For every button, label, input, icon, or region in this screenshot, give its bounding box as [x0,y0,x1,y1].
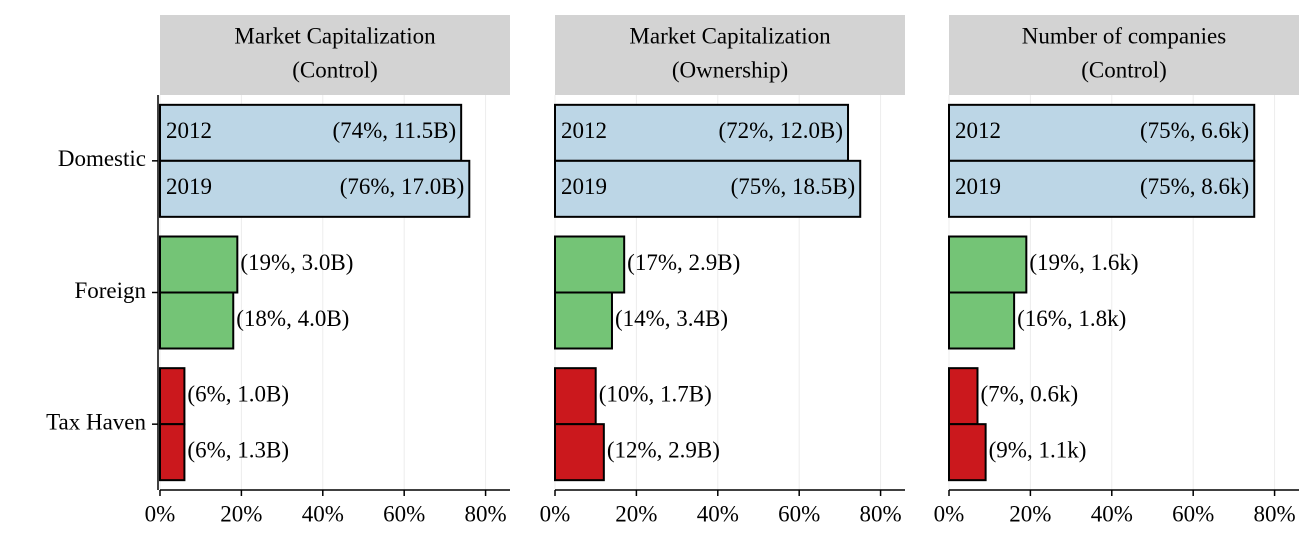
value-label: (75%, 6.6k) [1140,118,1249,143]
panel-subtitle: (Control) [1081,57,1167,82]
bar [554,423,605,482]
value-label: (72%, 12.0B) [718,118,843,143]
strip-header [555,15,905,95]
x-tick-label: 0% [540,501,571,526]
panel-subtitle: (Ownership) [672,57,788,82]
value-label: (19%, 3.0B) [240,250,353,275]
category-label: Foreign [74,278,146,303]
bar [948,291,1016,350]
series-label: 2012 [166,118,212,143]
value-label: (6%, 1.3B) [187,437,289,462]
panel-subtitle: (Control) [292,57,378,82]
panel-title: Market Capitalization [629,23,831,48]
x-tick-label: 60% [383,501,425,526]
value-label: (76%, 17.0B) [340,174,465,199]
value-label: (14%, 3.4B) [615,306,728,331]
strip-header [949,15,1299,95]
bar [159,367,186,426]
x-tick-label: 80% [859,501,901,526]
x-tick-label: 40% [1091,501,1133,526]
value-label: (19%, 1.6k) [1029,250,1138,275]
x-tick-label: 20% [615,501,657,526]
x-tick-label: 60% [778,501,820,526]
panel-title: Number of companies [1022,23,1226,48]
x-tick-label: 0% [145,501,176,526]
series-label: 2019 [561,174,607,199]
x-tick-label: 40% [302,501,344,526]
x-tick-label: 80% [1253,501,1295,526]
bar [554,159,862,218]
panel-title: Market Capitalization [234,23,436,48]
x-tick-label: 20% [1009,501,1051,526]
category-label: Domestic [58,146,146,171]
value-label: (7%, 0.6k) [980,381,1078,406]
bar [948,423,987,482]
value-label: (9%, 1.1k) [989,437,1087,462]
bar [948,103,1256,162]
x-tick-label: 60% [1172,501,1214,526]
value-label: (75%, 18.5B) [731,174,856,199]
value-label: (16%, 1.8k) [1017,306,1126,331]
bar [159,423,186,482]
bar [159,291,235,350]
value-label: (12%, 2.9B) [607,437,720,462]
x-tick-label: 40% [697,501,739,526]
x-tick-label: 20% [220,501,262,526]
series-label: 2019 [955,174,1001,199]
series-label: 2019 [166,174,212,199]
category-label: Tax Haven [46,409,146,434]
bar [159,103,463,162]
bar [948,367,979,426]
value-label: (6%, 1.0B) [187,381,289,406]
bar [554,235,626,294]
x-tick-label: 0% [934,501,965,526]
bar [159,235,239,294]
value-label: (10%, 1.7B) [599,381,712,406]
bar [554,367,597,426]
value-label: (75%, 8.6k) [1140,174,1249,199]
x-tick-label: 80% [464,501,506,526]
bar [948,159,1256,218]
bar [948,235,1028,294]
bar [159,159,471,218]
value-label: (17%, 2.9B) [627,250,740,275]
strip-header [160,15,510,95]
value-label: (18%, 4.0B) [236,306,349,331]
bar [554,291,613,350]
value-label: (74%, 11.5B) [332,118,456,143]
series-label: 2012 [955,118,1001,143]
series-label: 2012 [561,118,607,143]
